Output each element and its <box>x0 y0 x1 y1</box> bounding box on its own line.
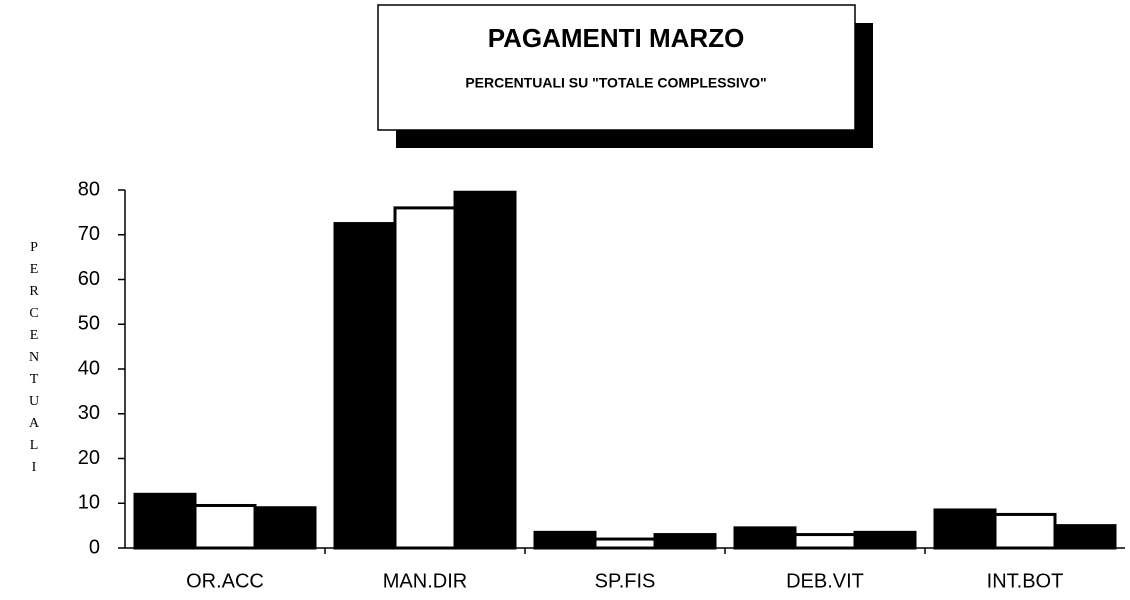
bar <box>1053 524 1117 550</box>
y-tick-label: 30 <box>78 402 100 424</box>
y-tick-label: 60 <box>78 268 100 290</box>
y-tick-label: 80 <box>78 178 100 200</box>
y-tick-label: 40 <box>78 357 100 379</box>
bar <box>393 206 457 550</box>
bar <box>593 537 657 550</box>
bar <box>793 533 857 550</box>
bar <box>533 530 597 550</box>
x-tick-label: DEB.VIT <box>786 570 864 592</box>
chart-subtitle: PERCENTUALI SU "TOTALE COMPLESSIVO" <box>465 75 766 91</box>
x-tick-label: SP.FIS <box>595 570 656 592</box>
y-tick-label: 10 <box>78 492 100 514</box>
bar <box>333 222 397 550</box>
bar <box>253 506 317 550</box>
bar <box>933 508 997 550</box>
x-tick-label: OR.ACC <box>186 570 264 592</box>
bar <box>453 190 517 550</box>
chart-title: PAGAMENTI MARZO <box>488 23 745 53</box>
y-tick-label: 0 <box>89 536 100 558</box>
x-tick-label: MAN.DIR <box>383 570 467 592</box>
x-tick-label: INT.BOT <box>987 570 1064 592</box>
bar <box>993 512 1057 550</box>
y-tick-label: 20 <box>78 447 100 469</box>
bar <box>733 526 797 550</box>
y-tick-label: 50 <box>78 313 100 335</box>
bar <box>653 533 717 550</box>
title-box <box>377 4 856 131</box>
bar <box>853 530 917 550</box>
y-tick-label: 70 <box>78 223 100 245</box>
bar <box>193 503 257 550</box>
bar <box>133 492 197 550</box>
